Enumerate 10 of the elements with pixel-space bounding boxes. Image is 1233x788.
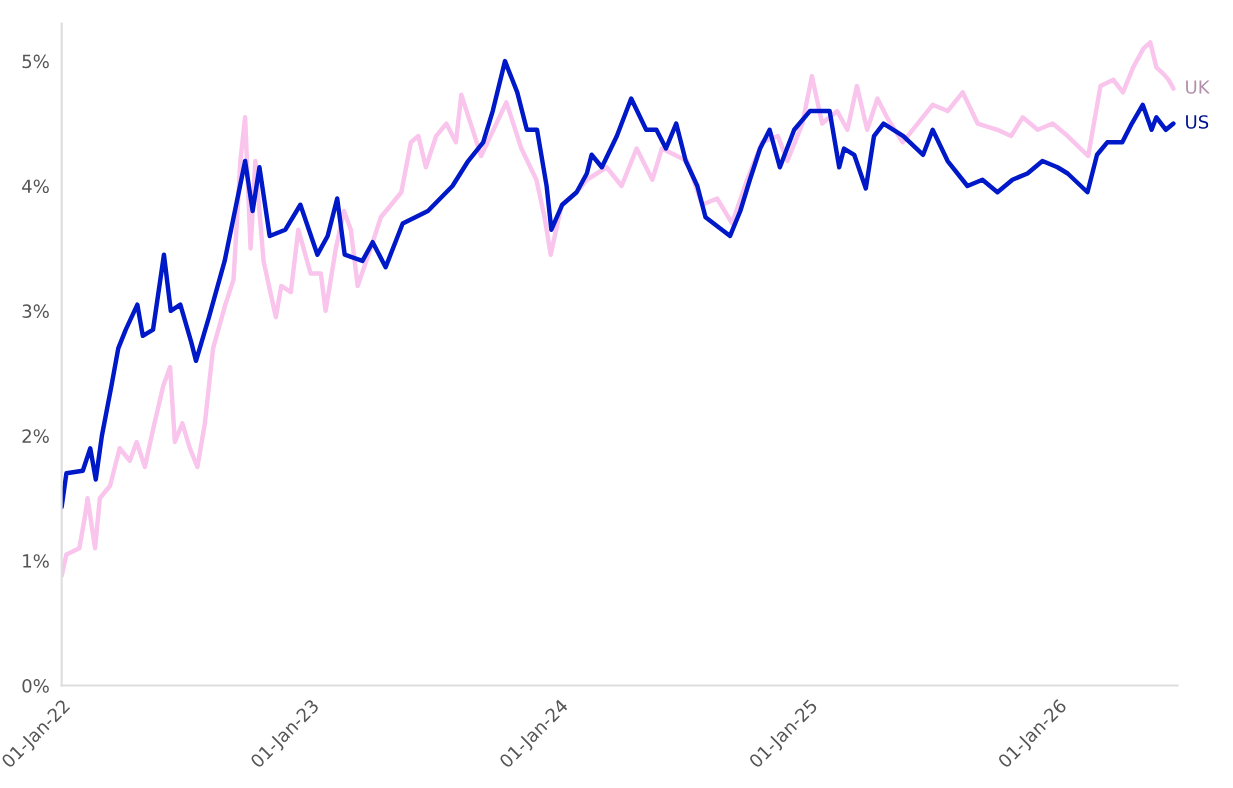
line-series: [61, 40, 1176, 578]
series-label: UK: [1186, 80, 1210, 94]
y-tick-label: 5%: [22, 54, 49, 69]
y-tick-label: 1%: [23, 554, 49, 568]
series-label: US: [1186, 115, 1209, 129]
y-tick-label: 3%: [22, 304, 49, 318]
line-series: [61, 58, 1176, 510]
y-tick-label: 2%: [22, 429, 49, 443]
y-tick-label: 0%: [22, 679, 49, 693]
y-tick-label: 4%: [22, 179, 49, 194]
